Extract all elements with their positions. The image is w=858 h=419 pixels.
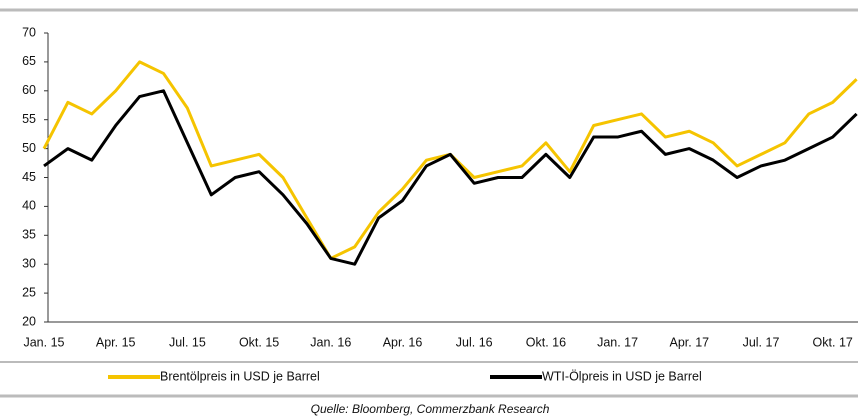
y-tick-label: 70 xyxy=(22,25,36,39)
y-tick-label: 55 xyxy=(22,112,36,126)
y-tick-label: 60 xyxy=(22,83,36,97)
legend-label: Brentölpreis in USD je Barrel xyxy=(160,369,320,383)
x-tick-label: Jul. 15 xyxy=(169,335,206,349)
y-tick-label: 45 xyxy=(22,170,36,184)
x-tick-label: Okt. 15 xyxy=(239,335,279,349)
series-line xyxy=(42,60,858,260)
source: Quelle: Bloomberg, Commerzbank Research xyxy=(311,402,550,416)
x-tick-label: Jul. 17 xyxy=(743,335,780,349)
y-tick-label: 30 xyxy=(22,256,36,270)
x-tick-label: Jan. 16 xyxy=(310,335,351,349)
x-tick-label: Apr. 16 xyxy=(383,335,423,349)
legend-label: WTI-Ölpreis in USD je Barrel xyxy=(542,369,702,383)
y-tick-label: 65 xyxy=(22,54,36,68)
y-tick-label: 25 xyxy=(22,285,36,299)
x-tick-label: Jan. 15 xyxy=(23,335,64,349)
y-tick-label: 40 xyxy=(22,199,36,213)
x-tick-label: Okt. 16 xyxy=(526,335,566,349)
y-tick-label: 20 xyxy=(22,314,36,328)
x-tick-label: Jul. 16 xyxy=(456,335,493,349)
y-tick-label: 35 xyxy=(22,228,36,242)
series-line xyxy=(43,89,858,266)
y-tick-label: 50 xyxy=(22,141,36,155)
x-tick-label: Apr. 15 xyxy=(96,335,136,349)
x-tick-label: Apr. 17 xyxy=(669,335,709,349)
x-tick-label: Okt. 17 xyxy=(813,335,853,349)
x-tick-label: Jan. 17 xyxy=(597,335,638,349)
